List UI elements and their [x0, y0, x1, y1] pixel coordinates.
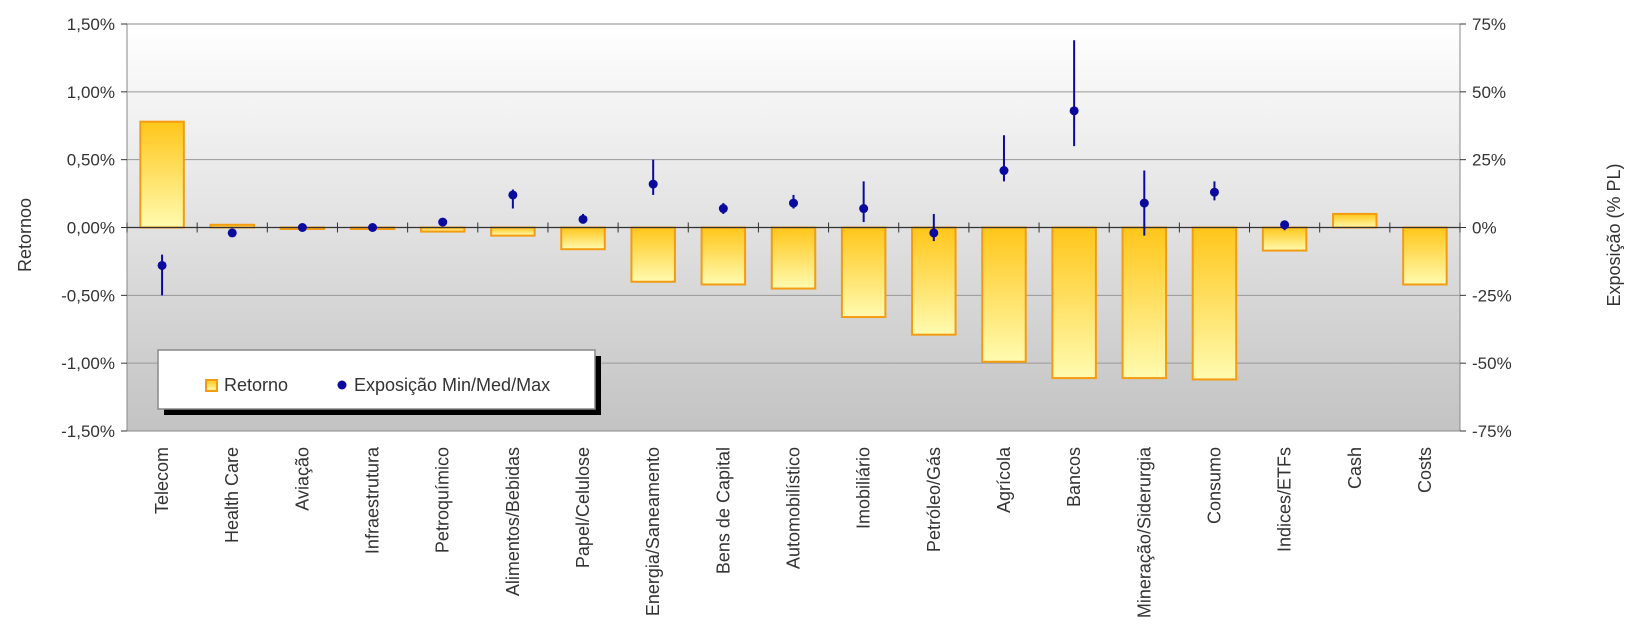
bar: [770, 226, 817, 290]
bar: [911, 226, 957, 336]
legend-bar-swatch: [205, 379, 218, 392]
exposure-point: [368, 223, 378, 232]
category-label: Bens de Capital: [713, 447, 733, 574]
bar: [981, 226, 1027, 363]
exposure-point: [929, 228, 939, 238]
exposure-point: [718, 204, 728, 214]
bar: [1121, 226, 1168, 380]
left-tick-label: 0,00%: [67, 219, 115, 238]
exposure-point: [508, 190, 518, 200]
bar: [1051, 226, 1097, 380]
left-tick-label: 0,50%: [67, 151, 115, 170]
right-tick-label: -75%: [1472, 422, 1512, 441]
bar: [840, 226, 887, 319]
right-axis-title: Exposição (% PL): [1604, 163, 1624, 306]
exposure-markers: [157, 40, 1290, 296]
category-label: Consumo: [1204, 447, 1224, 524]
right-tick-label: 50%: [1472, 83, 1506, 102]
exposure-point: [578, 214, 588, 224]
bar: [419, 226, 466, 233]
exposure-point: [1209, 187, 1219, 197]
bar: [139, 120, 185, 229]
bar: [1191, 226, 1238, 381]
category-label: Mineração/Siderurgia: [1134, 446, 1154, 618]
category-label: Aviação: [292, 447, 312, 511]
category-label: Telecom: [152, 447, 172, 514]
exposure-point: [648, 179, 658, 189]
exposure-point: [227, 228, 237, 238]
category-label: Indices/ETFs: [1275, 447, 1295, 552]
exposure-point: [1139, 198, 1149, 208]
category-label: Cash: [1345, 447, 1365, 489]
left-axis-ticks: 1,50% 1,00% 0,50% 0,00% -0,50% -1,00% -1,50%: [61, 15, 127, 441]
category-label: Papel/Celulose: [573, 447, 593, 568]
right-axis-ticks: 75% 50% 25% 0% -25% -50% -75%: [1460, 15, 1512, 441]
bar: [1261, 226, 1308, 252]
right-tick-label: -25%: [1472, 286, 1512, 305]
exposure-point: [859, 204, 869, 214]
left-tick-label: 1,00%: [67, 83, 115, 102]
legend-marker-swatch: [337, 380, 347, 390]
category-label: Infraestrutura: [363, 446, 383, 554]
left-tick-label: 1,50%: [67, 15, 115, 34]
bar: [490, 226, 536, 237]
exposure-point: [789, 198, 798, 208]
legend: Retorno Exposição Min/Med/Max: [157, 349, 601, 415]
exposure-point: [1069, 106, 1079, 116]
category-label: Bancos: [1064, 447, 1084, 507]
left-tick-label: -1,00%: [61, 354, 115, 373]
category-label: Petroquímico: [433, 447, 453, 553]
exposure-point: [1280, 220, 1290, 230]
bar: [1332, 212, 1378, 229]
exposure-point: [297, 223, 307, 232]
category-label: Costs: [1415, 447, 1435, 493]
right-tick-label: 0%: [1472, 219, 1497, 238]
bar: [630, 226, 676, 283]
legend-label-retorno: Retorno: [224, 375, 288, 395]
category-label: Automobilístico: [784, 447, 804, 569]
left-tick-label: -0,50%: [61, 286, 115, 305]
right-tick-label: 75%: [1472, 15, 1506, 34]
bar: [560, 226, 606, 251]
category-labels: Telecom Health Care Aviação Infraestrutura P…: [152, 446, 1435, 618]
category-label: Alimentos/Bebidas: [503, 447, 523, 596]
category-label: Health Care: [222, 447, 242, 543]
category-label: Agrícola: [994, 446, 1014, 513]
bar: [1402, 226, 1448, 286]
legend-label-exposicao: Exposição Min/Med/Max: [354, 375, 550, 395]
left-axis-title: Retornoo: [15, 198, 35, 272]
category-label: Imobiliário: [854, 447, 874, 529]
right-tick-label: 25%: [1472, 151, 1506, 170]
exposure-point: [999, 166, 1009, 176]
exposure-point: [438, 217, 448, 227]
exposure-point: [157, 260, 167, 270]
legend-box: [157, 349, 596, 410]
right-tick-label: -50%: [1472, 354, 1512, 373]
category-label: Petróleo/Gás: [924, 447, 944, 552]
bar: [700, 226, 747, 286]
category-label: Energia/Saneamento: [643, 447, 663, 616]
left-tick-label: -1,50%: [61, 422, 115, 441]
bars: [139, 120, 1448, 381]
